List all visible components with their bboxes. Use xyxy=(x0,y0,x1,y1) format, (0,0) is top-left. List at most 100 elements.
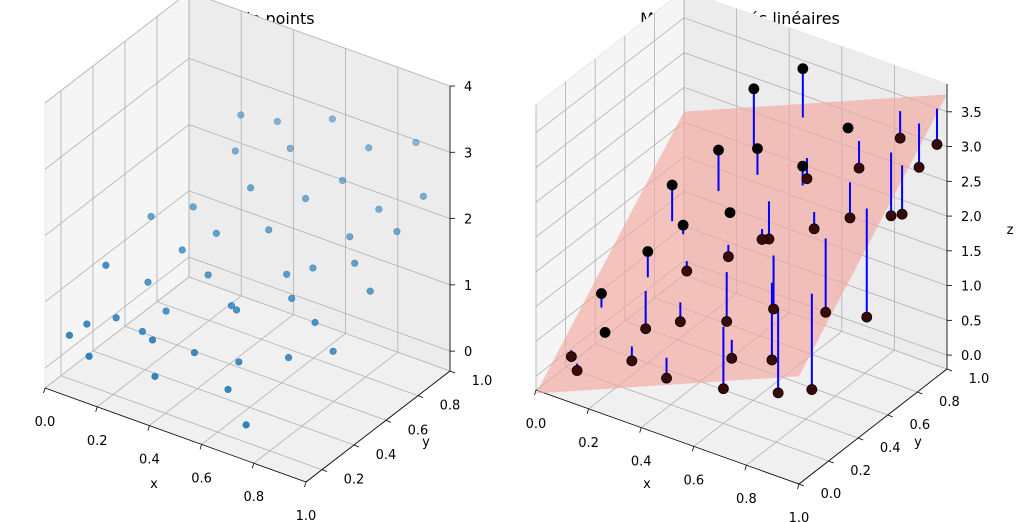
data-point xyxy=(85,352,93,360)
data-point xyxy=(351,259,359,267)
x-tick-mark xyxy=(797,483,800,490)
data-point xyxy=(419,192,427,200)
x-tick-label: 0.4 xyxy=(631,455,652,470)
y-tick-mark xyxy=(385,419,392,423)
x-axis-label-scatter: x xyxy=(150,477,158,492)
data-point xyxy=(756,234,768,245)
data-point xyxy=(666,179,678,191)
y-tick-label: 1.0 xyxy=(969,372,990,387)
z-gridline xyxy=(44,256,451,369)
data-point xyxy=(808,223,820,235)
gridlines xyxy=(44,0,451,483)
data-point xyxy=(931,139,943,150)
y-axis-line xyxy=(798,368,948,485)
x-tick-label: 0.0 xyxy=(526,417,547,432)
data-point xyxy=(237,111,245,119)
data-point xyxy=(797,160,809,172)
x-tick-mark xyxy=(199,444,202,450)
data-point xyxy=(801,173,813,185)
x-tick-label: 1.0 xyxy=(296,509,317,522)
z-tick-label: 3.5 xyxy=(961,106,982,121)
data-point xyxy=(328,115,336,123)
data-point xyxy=(242,421,250,429)
y-tick-mark xyxy=(917,391,923,395)
data-point xyxy=(626,355,638,367)
data-point xyxy=(640,323,652,335)
z-tick-label: 2 xyxy=(464,213,472,228)
data-point xyxy=(273,117,282,126)
data-point xyxy=(565,351,577,362)
y-tick-label: 0.0 xyxy=(821,487,842,502)
data-point xyxy=(224,385,232,394)
data-point xyxy=(752,143,763,154)
data-point xyxy=(83,320,91,328)
data-point xyxy=(265,226,273,234)
data-point xyxy=(722,251,734,263)
z-gridline xyxy=(44,0,451,104)
data-point xyxy=(913,161,925,173)
axis-lines xyxy=(44,86,451,483)
data-point xyxy=(713,144,724,156)
data-point xyxy=(283,270,291,278)
data-point xyxy=(190,349,199,357)
y-tick-label: 0.2 xyxy=(344,473,365,488)
data-point xyxy=(338,176,347,185)
data-point xyxy=(768,303,779,315)
x-tick-label: 0.8 xyxy=(736,492,757,507)
ticks: 0.0 0.2 0.4 0.6 0.8 1.0 0.0 0.2 0.4 0.6 0.8 1.0 0.0 0… xyxy=(526,106,990,522)
z-tick-label: 2.5 xyxy=(961,175,982,190)
data-point xyxy=(820,306,832,318)
z-gridline xyxy=(44,124,451,236)
y-gridline xyxy=(60,90,323,471)
z-tick-label: 0 xyxy=(464,345,472,360)
data-point xyxy=(365,144,373,152)
data-point xyxy=(178,246,186,254)
data-point xyxy=(853,162,865,174)
data-point xyxy=(861,311,873,323)
data-point xyxy=(311,318,319,327)
data-point xyxy=(286,144,294,153)
data-point xyxy=(204,271,212,279)
y-tick-mark xyxy=(449,370,456,374)
data-point xyxy=(599,327,611,338)
data-point xyxy=(896,208,908,220)
z-tick-label: 0.0 xyxy=(961,349,982,364)
data-point xyxy=(842,122,854,134)
data-point xyxy=(766,354,778,366)
y-tick-mark xyxy=(417,395,424,399)
x-tick-mark xyxy=(534,389,537,396)
least-squares-panel: Moindres carrés linéaires x y z 0.00.20.… xyxy=(526,0,1014,522)
z-gridline xyxy=(44,57,451,170)
data-point xyxy=(748,83,760,95)
data-point xyxy=(189,203,197,211)
data-point xyxy=(329,347,337,355)
x-tick-label: 0.0 xyxy=(35,415,56,430)
data-point xyxy=(112,314,120,322)
z-gridline xyxy=(44,190,451,303)
x-tick-mark xyxy=(586,408,589,414)
y-tick-mark xyxy=(353,444,360,448)
y-tick-label: 0.8 xyxy=(939,395,960,410)
x-axis-label-least-squares: x xyxy=(643,477,651,492)
y-tick-label: 0.4 xyxy=(880,441,901,456)
x-tick-mark xyxy=(251,463,255,469)
data-point xyxy=(885,210,897,222)
data-point xyxy=(366,287,374,295)
data-point xyxy=(375,205,383,213)
y-tick-label: 0.6 xyxy=(909,418,930,433)
data-point xyxy=(147,212,155,221)
data-point xyxy=(247,184,255,192)
data-points xyxy=(65,111,427,429)
data-point xyxy=(227,302,236,310)
data-point xyxy=(596,288,607,299)
axis-lines xyxy=(535,84,948,485)
data-point xyxy=(772,387,784,399)
x-tick-label: 0.6 xyxy=(191,471,212,486)
y-tick-label: 0.4 xyxy=(376,448,397,463)
z-tick-label: 3 xyxy=(464,146,472,161)
y-tick-label: 0.6 xyxy=(408,423,429,438)
y-gridline xyxy=(92,66,355,446)
y-gridline xyxy=(156,16,419,397)
